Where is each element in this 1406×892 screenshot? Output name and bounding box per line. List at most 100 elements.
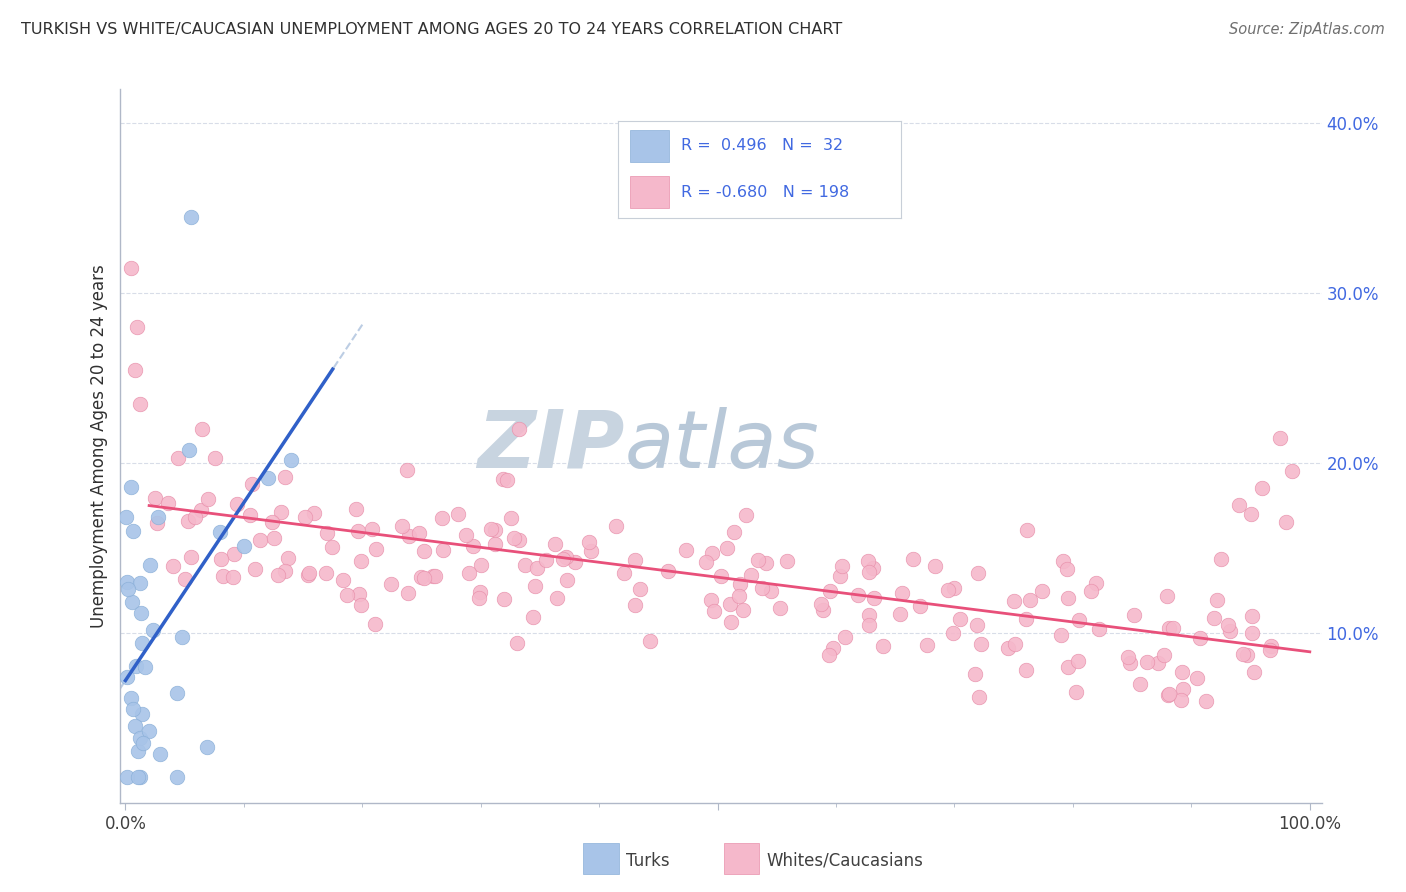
Point bbox=[846, 588, 869, 602]
Point bbox=[1260, 639, 1282, 653]
Point bbox=[124, 659, 146, 673]
Point bbox=[134, 660, 156, 674]
Point bbox=[350, 554, 373, 568]
Point bbox=[411, 570, 433, 584]
Point bbox=[718, 598, 741, 612]
Point bbox=[938, 582, 960, 597]
Point bbox=[1204, 611, 1226, 625]
Point bbox=[546, 591, 568, 606]
Point bbox=[1157, 688, 1180, 702]
Point bbox=[454, 528, 477, 542]
Point bbox=[179, 443, 201, 458]
Point bbox=[166, 770, 188, 784]
Point bbox=[1227, 499, 1250, 513]
Point bbox=[413, 571, 436, 585]
Point bbox=[963, 667, 986, 681]
Point bbox=[1069, 613, 1091, 627]
Point bbox=[1236, 648, 1258, 663]
Point bbox=[720, 615, 742, 629]
Text: R =  0.496   N =  32: R = 0.496 N = 32 bbox=[681, 138, 842, 153]
Point bbox=[624, 598, 647, 612]
Point bbox=[1056, 562, 1078, 576]
Point bbox=[131, 706, 153, 721]
Y-axis label: Unemployment Among Ages 20 to 24 years: Unemployment Among Ages 20 to 24 years bbox=[90, 264, 108, 628]
Point bbox=[997, 641, 1019, 656]
Point bbox=[508, 533, 530, 548]
Text: Whites/Caucasians: Whites/Caucasians bbox=[766, 852, 924, 870]
Point bbox=[1050, 628, 1073, 642]
Point bbox=[131, 636, 153, 650]
Point bbox=[129, 576, 152, 591]
Point bbox=[555, 573, 578, 587]
Point bbox=[121, 702, 143, 716]
Point bbox=[391, 519, 413, 533]
Point bbox=[380, 577, 402, 591]
Point bbox=[232, 539, 254, 553]
Point bbox=[903, 551, 925, 566]
Point bbox=[432, 511, 454, 525]
Point bbox=[703, 604, 725, 618]
Text: Source: ZipAtlas.com: Source: ZipAtlas.com bbox=[1229, 22, 1385, 37]
Point bbox=[177, 514, 200, 528]
Point bbox=[1211, 551, 1233, 566]
Point bbox=[142, 624, 165, 638]
Point bbox=[747, 553, 769, 567]
Point bbox=[127, 320, 149, 334]
Point bbox=[695, 555, 717, 569]
Point bbox=[1251, 482, 1274, 496]
Point bbox=[515, 558, 537, 572]
Point bbox=[966, 617, 988, 632]
Point bbox=[730, 577, 752, 591]
Point bbox=[578, 535, 600, 549]
Point bbox=[924, 558, 946, 573]
Point bbox=[395, 463, 418, 477]
Point bbox=[1064, 685, 1087, 699]
Point bbox=[127, 770, 149, 784]
Point bbox=[1216, 618, 1239, 632]
Point bbox=[492, 592, 515, 607]
Point bbox=[605, 519, 627, 533]
Point bbox=[1057, 660, 1080, 674]
Point bbox=[408, 525, 430, 540]
Point bbox=[1052, 554, 1074, 568]
Point bbox=[184, 510, 207, 524]
Point bbox=[1136, 656, 1159, 670]
Point bbox=[733, 602, 755, 616]
Point bbox=[115, 670, 138, 684]
Point bbox=[1159, 621, 1181, 635]
Point bbox=[821, 640, 844, 655]
Point bbox=[1243, 665, 1265, 679]
Point bbox=[551, 552, 574, 566]
Point bbox=[274, 469, 297, 483]
Point bbox=[470, 558, 492, 572]
Point bbox=[811, 603, 834, 617]
Point bbox=[1206, 593, 1229, 607]
Point bbox=[554, 550, 576, 565]
Point bbox=[225, 497, 247, 511]
Point bbox=[716, 541, 738, 555]
Point bbox=[298, 566, 321, 581]
Point bbox=[361, 522, 384, 536]
Point bbox=[675, 543, 697, 558]
Point bbox=[734, 508, 756, 523]
Point bbox=[344, 502, 367, 516]
Point bbox=[858, 607, 880, 622]
Point bbox=[120, 690, 142, 705]
Point bbox=[1240, 625, 1263, 640]
Point bbox=[263, 531, 285, 545]
Point bbox=[1088, 622, 1111, 636]
Point bbox=[970, 637, 993, 651]
Point bbox=[495, 473, 517, 487]
Point bbox=[195, 740, 218, 755]
Point bbox=[222, 570, 245, 584]
Point bbox=[740, 568, 762, 582]
Point bbox=[502, 531, 524, 545]
Point bbox=[484, 524, 506, 538]
Point bbox=[1281, 465, 1303, 479]
Point bbox=[146, 509, 169, 524]
Point bbox=[526, 561, 548, 575]
Point bbox=[522, 609, 544, 624]
Point bbox=[534, 552, 557, 566]
Point bbox=[243, 562, 266, 576]
Point bbox=[1156, 589, 1178, 603]
